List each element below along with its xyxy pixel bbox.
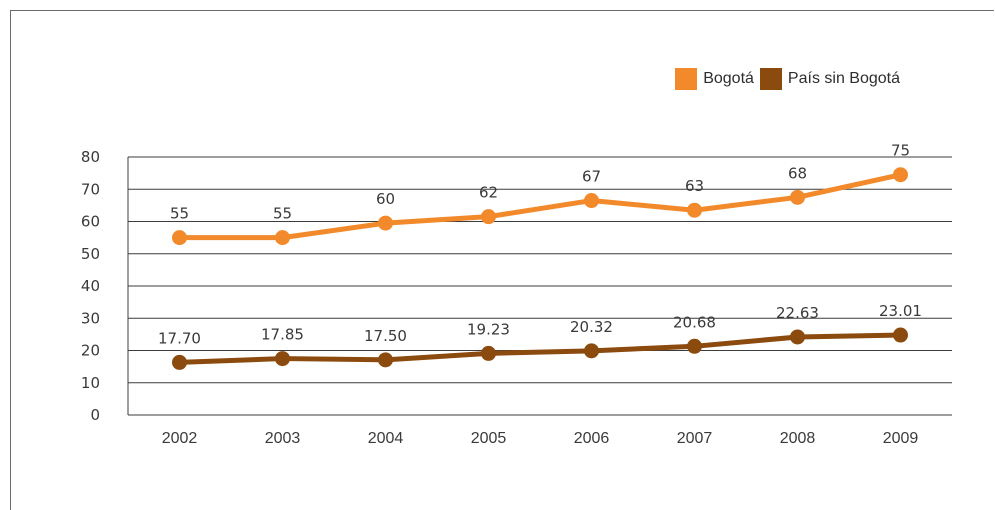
data-point — [584, 343, 599, 359]
data-label: 67 — [582, 168, 601, 186]
x-tick-label: 2002 — [162, 430, 198, 447]
y-tick-label: 80 — [81, 148, 100, 166]
data-label: 20.68 — [673, 313, 716, 331]
data-label: 17.50 — [364, 327, 407, 345]
legend-swatch-pais — [759, 68, 782, 90]
x-tick-label: 2006 — [574, 430, 610, 447]
data-label: 63 — [685, 177, 704, 195]
data-point — [790, 329, 805, 345]
data-point — [172, 354, 187, 370]
data-point — [893, 167, 908, 183]
data-point — [172, 230, 187, 246]
data-label: 20.32 — [570, 318, 613, 336]
y-tick-label: 70 — [81, 180, 100, 198]
data-point — [687, 338, 702, 354]
data-point — [790, 189, 805, 205]
x-tick-label: 2005 — [471, 430, 507, 447]
legend-swatch-bogota — [675, 68, 698, 90]
data-point — [275, 230, 290, 246]
x-tick-label: 2007 — [677, 430, 713, 447]
data-label: 17.85 — [261, 326, 304, 344]
data-point — [893, 327, 908, 343]
x-tick-label: 2003 — [265, 430, 301, 447]
legend: Bogotá País sin Bogotá — [669, 68, 900, 90]
x-tick-label: 2004 — [368, 430, 404, 447]
x-tick-label: 2009 — [883, 430, 919, 447]
y-tick-label: 40 — [81, 277, 100, 295]
data-label: 68 — [788, 164, 807, 182]
y-tick-label: 60 — [81, 213, 100, 231]
x-tick-label: 2008 — [780, 430, 816, 447]
y-tick-label: 20 — [81, 342, 100, 360]
legend-item-pais: País sin Bogotá — [759, 68, 900, 90]
data-point — [584, 193, 599, 209]
y-tick-label: 30 — [81, 309, 100, 327]
line-chart: 0 10 20 30 40 50 60 70 80 2002 2003 2004 2005 2006 200… — [81, 142, 952, 447]
data-point — [378, 215, 393, 231]
legend-label-bogota: Bogotá — [703, 70, 754, 87]
series-line-0 — [177, 172, 903, 241]
data-label: 22.63 — [776, 304, 819, 322]
data-label: 55 — [170, 205, 189, 223]
series-line-1 — [177, 332, 903, 365]
data-label: 55 — [273, 205, 292, 223]
data-label: 75 — [891, 142, 910, 160]
data-label: 17.70 — [158, 329, 201, 347]
data-label: 60 — [376, 190, 395, 208]
data-label: 23.01 — [879, 302, 922, 320]
y-tick-label: 0 — [90, 406, 100, 424]
chart-frame — [10, 10, 994, 510]
data-point — [687, 202, 702, 218]
y-tick-label: 10 — [81, 374, 100, 392]
legend-label-pais: País sin Bogotá — [787, 70, 900, 87]
data-point — [378, 352, 393, 368]
data-point — [481, 209, 496, 225]
data-label: 62 — [479, 184, 498, 202]
y-tick-label: 50 — [81, 245, 100, 263]
data-label: 19.23 — [467, 320, 510, 338]
legend-item-bogota: Bogotá — [675, 68, 754, 90]
data-point — [275, 351, 290, 367]
data-point — [481, 345, 496, 361]
